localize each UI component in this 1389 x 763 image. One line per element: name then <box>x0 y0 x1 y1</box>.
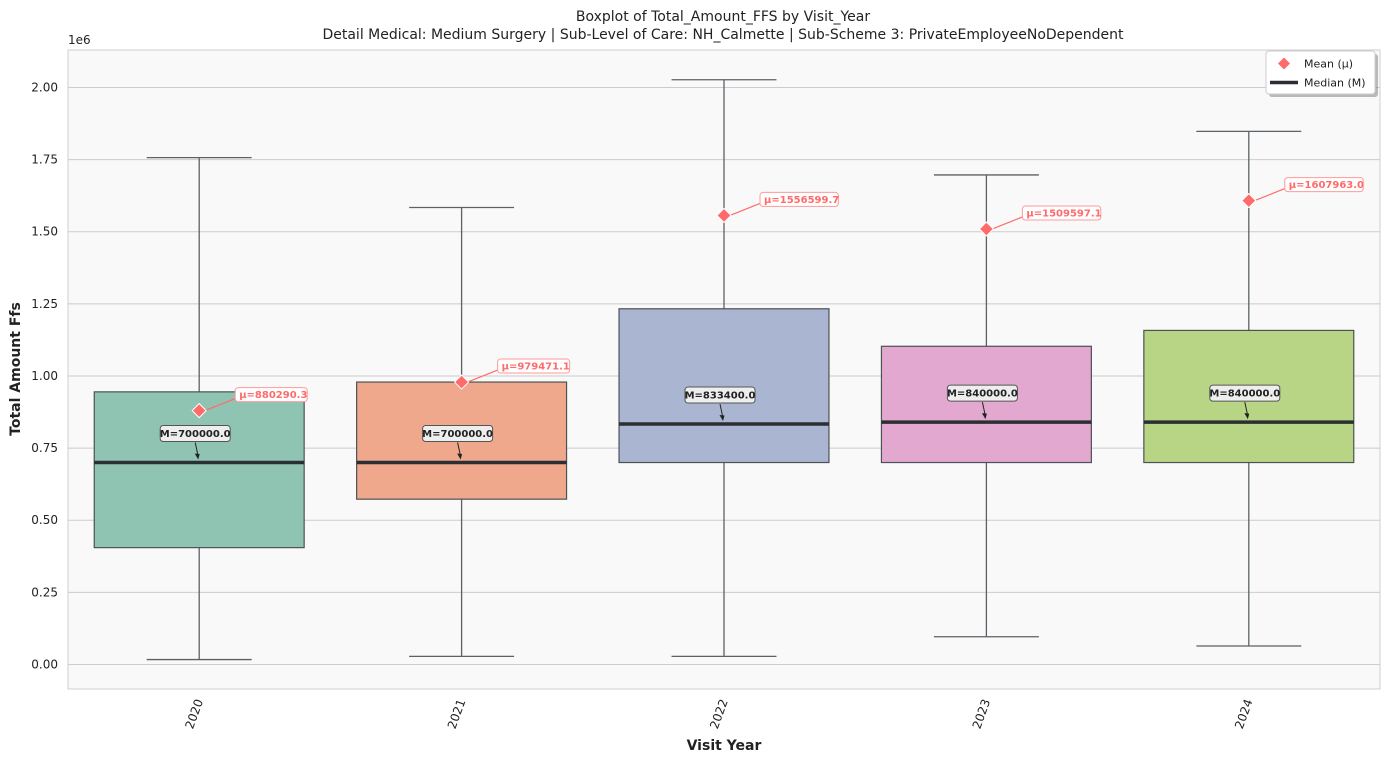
x-axis-ticks: 2020 2021 2022 2023 2024 <box>182 697 1255 730</box>
mean-annotation-arrow <box>204 398 236 412</box>
median-annotation-box <box>684 386 756 404</box>
y-tick-label: 1.00 <box>31 369 58 383</box>
mean-annotation-box <box>1284 177 1364 193</box>
mean-marker <box>1241 192 1257 209</box>
mean-annotation-arrow <box>992 216 1023 230</box>
mean-annotation-label: μ=979471.1 <box>502 362 570 373</box>
median-annotation-label: M=840000.0 <box>1209 389 1280 400</box>
median-annotation-box <box>422 425 494 443</box>
mean-marker <box>716 207 732 224</box>
legend-mean-marker <box>1278 57 1290 70</box>
chart-subtitle: Detail Medical: Medium Surgery | Sub-Lev… <box>322 27 1124 43</box>
legend-mean-label: Mean (μ) <box>1304 58 1353 71</box>
y-tick-label: 1.25 <box>31 297 58 311</box>
mean-marker <box>453 374 470 390</box>
legend: Mean (μ) Median (M) <box>1265 50 1378 97</box>
box-series: M=700000.0 μ=880290.3 M=700000.0 μ=979471.1… <box>93 79 1364 661</box>
mean-annotation-label: μ=1607963.0 <box>1289 180 1364 191</box>
x-tick-label: 2021 <box>445 697 469 730</box>
mean-marker <box>191 402 207 419</box>
mean-annotation-label: μ=1509597.1 <box>1026 208 1101 219</box>
mean-annotation-arrow <box>1254 188 1286 202</box>
median-annotation-label: M=840000.0 <box>947 389 1018 400</box>
median-annotation-arrowhead <box>719 415 725 422</box>
y-tick-label: 1.75 <box>31 153 58 167</box>
mean-annotation-arrow <box>467 369 498 383</box>
mean-annotation-label: μ=1556599.7 <box>764 195 839 206</box>
box-2021: M=700000.0 μ=979471.1 <box>356 206 571 658</box>
box-2023: M=840000.0 μ=1509597.1 <box>880 174 1102 638</box>
mean-annotation-box <box>497 358 571 374</box>
y-tick-label: 0.75 <box>31 441 58 455</box>
iqr-box <box>618 308 830 464</box>
median-annotation-arrowhead <box>1244 413 1250 420</box>
y-tick-label: 0.25 <box>31 585 58 599</box>
median-annotation-arrowhead <box>981 413 987 420</box>
mean-marker <box>978 221 995 237</box>
mean-annotation-box <box>1021 205 1102 221</box>
x-tick-label: 2024 <box>1232 697 1256 730</box>
y-tick-label: 0.00 <box>31 657 58 671</box>
median-annotation-arrowhead <box>457 453 463 460</box>
median-annotation-box <box>159 425 231 443</box>
box-2022: M=833400.0 μ=1556599.7 <box>618 79 839 658</box>
median-annotation-label: M=833400.0 <box>685 391 756 402</box>
x-axis-label: Visit Year <box>687 738 762 754</box>
median-annotation-arrowhead <box>194 453 200 460</box>
mean-annotation-box <box>234 387 308 403</box>
y-tick-label: 0.50 <box>31 513 58 527</box>
iqr-box <box>880 345 1092 464</box>
y-axis-label: Total Amount Ffs <box>8 302 24 436</box>
mean-annotation-box <box>759 191 839 207</box>
median-annotation-label: M=700000.0 <box>422 429 493 440</box>
y-tick-label: 2.00 <box>31 81 58 95</box>
chart-title: Boxplot of Total_Amount_FFS by Visit_Yea… <box>576 9 870 25</box>
legend-median-label: Median (M) <box>1304 77 1366 90</box>
x-tick-label: 2020 <box>182 697 206 730</box>
box-2020: M=700000.0 μ=880290.3 <box>93 156 308 661</box>
mean-annotation-label: μ=880290.3 <box>239 390 307 401</box>
median-annotation-box <box>946 384 1018 402</box>
median-annotation-box <box>1209 384 1281 402</box>
y-tick-label: 1.50 <box>31 225 58 239</box>
y-axis-ticks: 0.00 0.25 0.50 0.75 1.00 1.25 1.50 1.75 2.00 <box>31 81 58 672</box>
y-offset-label: 1e6 <box>68 33 91 47</box>
mean-annotation-arrow <box>729 202 761 216</box>
box-2024: M=840000.0 μ=1607963.0 <box>1143 130 1364 647</box>
x-tick-label: 2023 <box>970 697 994 730</box>
median-annotation-label: M=700000.0 <box>160 429 231 440</box>
x-tick-label: 2022 <box>707 697 731 730</box>
